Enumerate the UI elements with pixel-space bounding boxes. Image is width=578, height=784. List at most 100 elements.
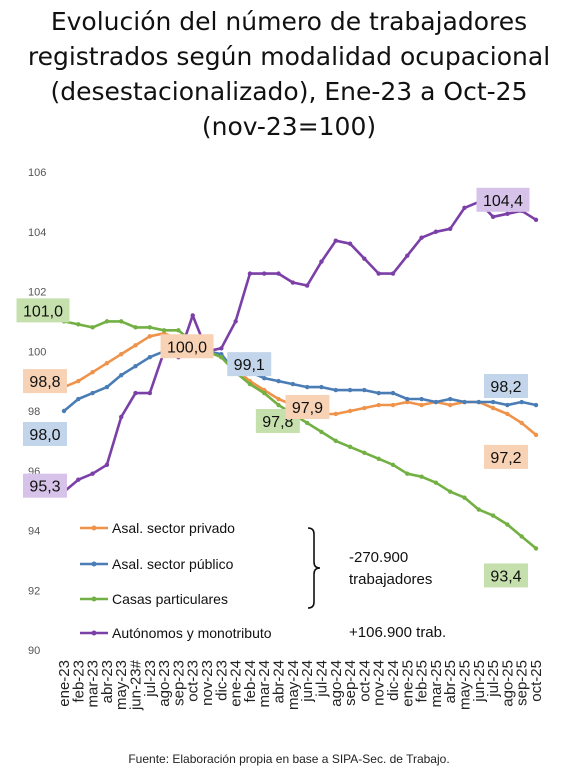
data-point-privado [362,405,367,411]
title-line-2: registrados según modalidad ocupacional [27,42,551,71]
data-point-autonomos [347,241,353,246]
x-tick-label: may-23 [113,660,130,710]
x-tick-label: ene-25 [399,660,416,707]
data-point-casas [76,322,81,327]
data-point-publico [533,402,539,408]
data-point-privado [119,352,124,357]
data-point-casas [462,495,467,500]
y-tick-label: 100 [28,346,46,358]
x-tick-label: jun-25 [471,660,488,703]
data-point-privado [376,402,381,408]
legend-marker-autonomos [91,630,97,636]
data-point-casas [505,522,510,527]
data-point-autonomos [490,214,496,220]
data-point-casas [247,381,253,387]
data-label-text: 98,2 [490,379,521,396]
data-label-box [484,563,528,588]
data-point-autonomos [76,477,81,482]
title-line-1: Evolución del número de trabajadores [50,7,528,36]
data-label-box [227,352,272,377]
data-point-privado [519,420,524,426]
data-label-privado: 97,2 [484,444,528,469]
data-label-box [160,334,214,359]
x-tick-label: jun-24 [299,660,316,703]
data-point-casas [133,325,138,330]
data-point-privado [333,411,338,417]
data-point-casas [476,507,481,512]
data-point-casas [347,444,353,450]
data-point-autonomos [262,271,267,276]
data-point-autonomos [505,211,510,217]
data-point-autonomos [419,235,424,240]
legend-label-casas: Casas particulares [112,591,228,607]
data-point-publico [147,355,153,360]
data-point-autonomos [133,390,138,396]
data-point-publico [462,399,467,405]
data-point-autonomos [90,471,95,476]
data-point-casas [519,534,524,539]
data-point-publico [447,396,453,402]
data-point-casas [333,438,338,444]
data-point-casas [161,328,167,333]
data-point-publico [119,372,124,378]
x-tick-label: abr-25 [442,660,459,703]
data-point-publico [419,396,424,402]
data-label-publico: 98,2 [484,374,528,399]
y-tick-label: 94 [28,526,40,538]
data-point-autonomos [247,271,253,276]
data-label-autonomos: 95,3 [23,473,67,498]
note-group2: +106.900 trab. [349,624,446,641]
data-point-casas [176,328,181,333]
data-label-privado: 97,9 [285,394,330,419]
x-tick-label: dic-23 [213,660,230,701]
data-point-autonomos [362,256,367,261]
x-tick-label: ago-24 [328,660,345,707]
series-line-casas [63,320,537,550]
x-tick-label: ene-24 [228,660,245,707]
data-point-autonomos [533,217,539,222]
x-tick-label: abr-24 [271,660,288,703]
data-point-publico [262,375,267,381]
data-point-autonomos [304,283,310,288]
data-point-autonomos [390,271,396,276]
x-tick-label: jun-23# [128,659,145,711]
data-point-publico [433,399,439,405]
x-tick-label: sep-23 [170,660,187,706]
data-point-autonomos [233,319,238,324]
x-tick-label: feb-25 [414,660,431,703]
data-point-casas [304,420,310,426]
data-point-publico [61,408,67,414]
data-point-privado [133,343,138,348]
data-label-text: 97,9 [292,400,323,417]
x-tick-label: ago-25 [499,660,516,707]
x-tick-label: feb-23 [70,660,87,703]
data-label-text: 93,4 [490,568,521,585]
data-point-publico [347,387,353,393]
x-tick-label: dic-24 [385,660,402,701]
data-label-box [23,369,67,394]
data-point-casas [433,480,439,485]
data-label-text: 97,2 [490,450,521,467]
series-line-autonomos [63,200,537,493]
data-point-casas [119,319,124,324]
annotations: -270.900 trabajadores +106.900 trab. [307,527,446,641]
data-label-box [476,187,530,212]
data-point-publico [519,399,524,405]
data-point-autonomos [190,313,195,318]
data-point-publico [90,390,95,396]
data-label-box [285,394,330,419]
data-point-casas [90,325,95,330]
data-point-autonomos [405,253,410,258]
data-point-autonomos [119,414,124,420]
data-point-publico [376,390,381,396]
data-point-publico [319,384,324,390]
data-point-publico [304,384,310,390]
data-point-casas [262,390,267,396]
y-tick-label: 102 [28,287,46,299]
series-line-publico [63,349,537,412]
data-point-autonomos [333,238,338,243]
data-label-text: 99,1 [234,357,265,374]
data-point-casas [405,471,410,476]
legend-marker-privado [91,525,97,531]
data-label-casas: 101,0 [16,298,70,323]
